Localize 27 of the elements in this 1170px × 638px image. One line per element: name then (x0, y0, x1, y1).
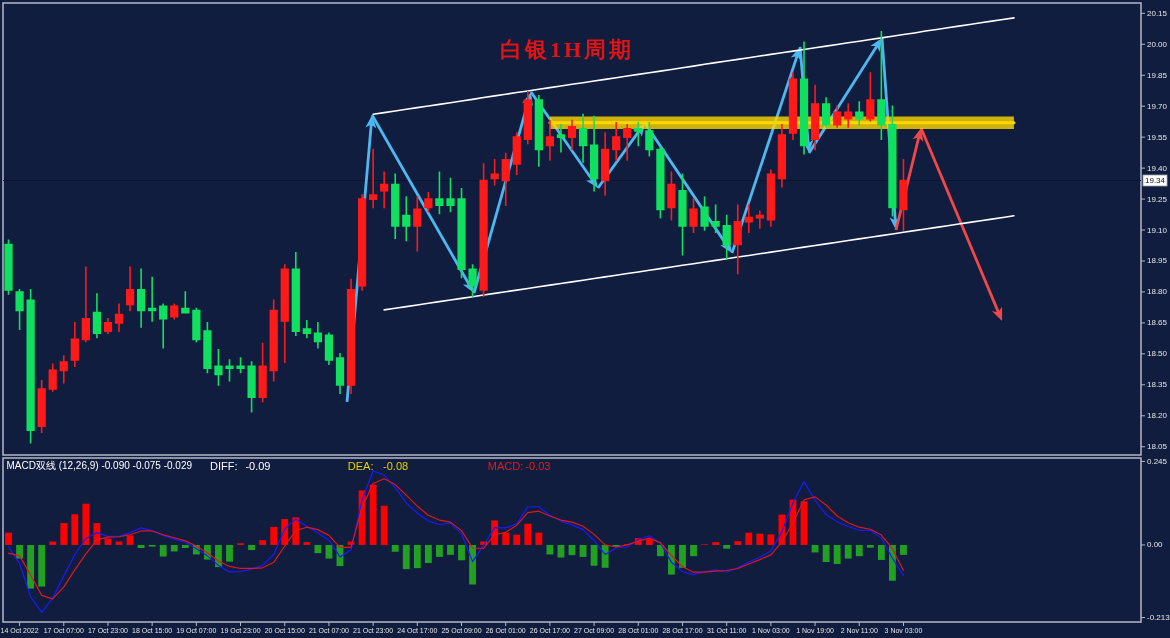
y-tick-label: 19.25 (1147, 194, 1168, 204)
y-tick-label: 19.55 (1147, 132, 1168, 142)
chart-title: MACD双线 (12,26,9) -0.090 -0.075 -0.029 (6, 460, 193, 471)
annotation: MACD: (487, 460, 524, 472)
y-tick-label: 18.20 (1147, 411, 1168, 421)
y-tick-label: 18.50 (1147, 349, 1168, 359)
text: 白银1H周期 (499, 37, 635, 62)
y-tick-label: 0.00 (1147, 540, 1164, 550)
y-tick-label: 19.70 (1147, 101, 1168, 111)
y-tick-label: 0.245 (1147, 456, 1168, 466)
y-tick-label: -0.213 (1147, 613, 1170, 623)
y-tick-label: 18.65 (1147, 318, 1168, 328)
price-tag: 19.34 (1142, 174, 1168, 187)
y-tick-label: 18.05 (1147, 442, 1168, 452)
y-tick-label: 19.40 (1147, 163, 1168, 173)
y-tick-label: 19.10 (1147, 225, 1168, 235)
y-tick-label: 18.95 (1147, 256, 1168, 266)
annotation: -0.08 (383, 460, 409, 472)
annotation: -0.03 (525, 460, 551, 472)
y-tick-label: 20.00 (1147, 39, 1168, 49)
annotation: DIFF: (210, 460, 238, 472)
y-tick-label: 18.80 (1147, 287, 1168, 297)
annotation: DEA: (347, 460, 374, 472)
y-tick-label: 20.15 (1147, 8, 1168, 18)
annotation: -0.09 (245, 460, 271, 472)
y-tick-label: 18.35 (1147, 380, 1168, 390)
y-tick-label: 19.85 (1147, 70, 1168, 80)
